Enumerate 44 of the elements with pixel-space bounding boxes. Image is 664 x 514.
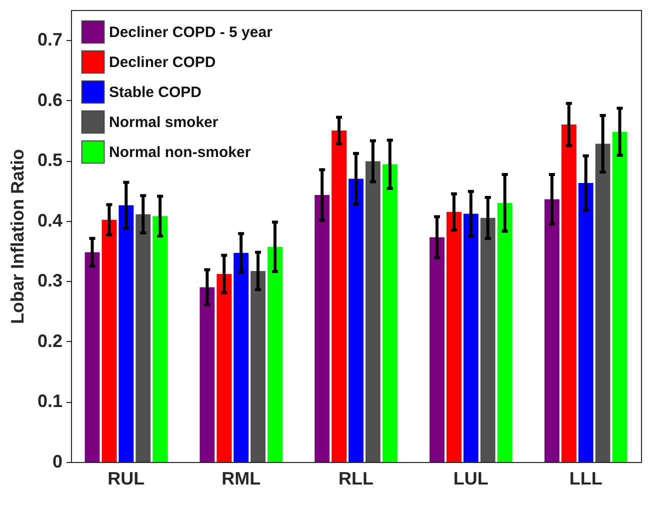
x-tick-label: RUL bbox=[108, 468, 145, 488]
bar bbox=[314, 195, 330, 462]
y-tick-label: 0.2 bbox=[37, 330, 62, 351]
x-tick-label: RLL bbox=[338, 468, 374, 488]
bar bbox=[268, 246, 282, 462]
x-tick-label: LLL bbox=[569, 468, 602, 488]
y-tick-label: 0.4 bbox=[37, 210, 62, 230]
legend-label: Decliner COPD bbox=[109, 54, 216, 71]
legend-label: Normal non-smoker bbox=[109, 144, 251, 161]
bar bbox=[365, 161, 380, 462]
bar bbox=[578, 182, 594, 462]
bar bbox=[497, 202, 512, 462]
bar bbox=[463, 214, 478, 462]
y-tick-label: 0.7 bbox=[37, 30, 62, 50]
bar bbox=[561, 124, 576, 462]
bar bbox=[595, 144, 610, 462]
bar bbox=[152, 216, 168, 462]
bar bbox=[382, 164, 398, 462]
y-tick-label: 0 bbox=[52, 452, 62, 472]
legend-label: Decliner COPD - 5 year bbox=[109, 24, 273, 41]
bar bbox=[102, 220, 117, 462]
bar bbox=[118, 205, 134, 462]
bar bbox=[612, 132, 628, 462]
bar bbox=[446, 212, 462, 462]
bar bbox=[348, 178, 364, 462]
bar bbox=[216, 274, 232, 462]
y-tick-label: 0.6 bbox=[37, 90, 62, 110]
bar bbox=[84, 252, 100, 462]
bar bbox=[136, 214, 151, 462]
bar bbox=[250, 270, 266, 462]
y-tick-label: 0.5 bbox=[37, 150, 62, 170]
y-tick-label: 0.1 bbox=[37, 391, 62, 412]
bar bbox=[480, 218, 496, 462]
y-tick-label: 0.3 bbox=[37, 270, 62, 291]
bar bbox=[234, 252, 249, 462]
x-tick-label: LUL bbox=[453, 468, 488, 488]
x-tick-label: RML bbox=[222, 468, 261, 488]
bar bbox=[332, 130, 347, 462]
legend-label: Normal smoker bbox=[109, 114, 218, 131]
y-axis-title: Lobar Inflation Ratio bbox=[7, 149, 28, 324]
bar bbox=[200, 287, 215, 462]
bar bbox=[544, 199, 560, 462]
bar bbox=[430, 237, 444, 462]
legend-label: Stable COPD bbox=[109, 84, 202, 101]
